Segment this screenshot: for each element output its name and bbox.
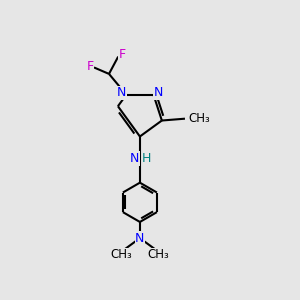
Text: CH₃: CH₃ <box>110 248 132 262</box>
Text: N: N <box>116 86 126 99</box>
Text: CH₃: CH₃ <box>148 248 169 262</box>
Text: N: N <box>154 86 163 99</box>
Text: N: N <box>130 152 140 165</box>
Text: F: F <box>119 48 126 61</box>
Text: N: N <box>135 232 145 244</box>
Text: H: H <box>142 152 152 165</box>
Text: F: F <box>86 60 93 73</box>
Text: CH₃: CH₃ <box>188 112 210 125</box>
